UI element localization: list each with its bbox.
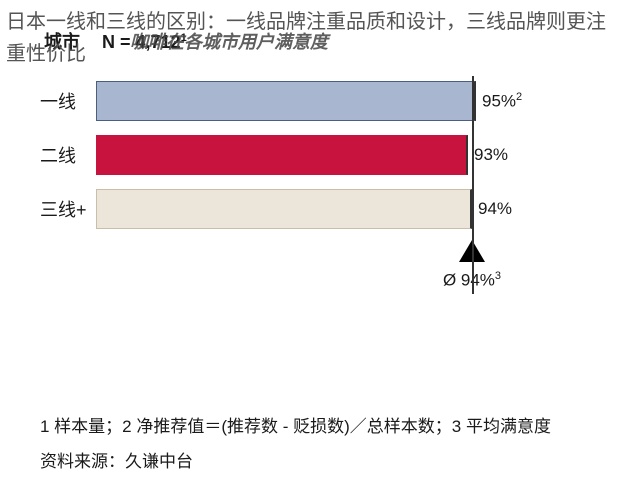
bar-value: 95%2 — [482, 91, 522, 112]
overlay-title: 日本一线和三线的区别：一线品牌注重品质和设计，三线品牌则更注重性价比 — [6, 6, 621, 70]
bar-label: 二线 — [40, 142, 96, 168]
bar-fill — [96, 81, 476, 121]
bar-track: 93% — [96, 134, 587, 176]
average-marker: Ø 94%3 — [40, 234, 587, 294]
bar-row: 二线 93% — [40, 134, 587, 176]
bar-label: 三线+ — [40, 196, 96, 222]
bar-track: 94% — [96, 188, 587, 230]
bar-value: 94% — [478, 199, 512, 219]
bar-fill — [96, 189, 472, 229]
bar-track: 95%2 — [96, 80, 587, 122]
bar-value: 93% — [474, 145, 508, 165]
bars-group: 一线 95%2 二线 93% 三线+ 94% — [40, 80, 587, 230]
bar-row: 一线 95%2 — [40, 80, 587, 122]
marker-line — [472, 76, 474, 294]
footnotes: 1 样本量；2 净推荐值＝(推荐数 - 贬损数)／总样本数；3 平均满意度 — [40, 413, 587, 442]
bar-row: 三线+ 94% — [40, 188, 587, 230]
source-line: 资料来源：久谦中台 — [40, 447, 193, 472]
bar-label: 一线 — [40, 88, 96, 114]
bar-fill — [96, 135, 468, 175]
